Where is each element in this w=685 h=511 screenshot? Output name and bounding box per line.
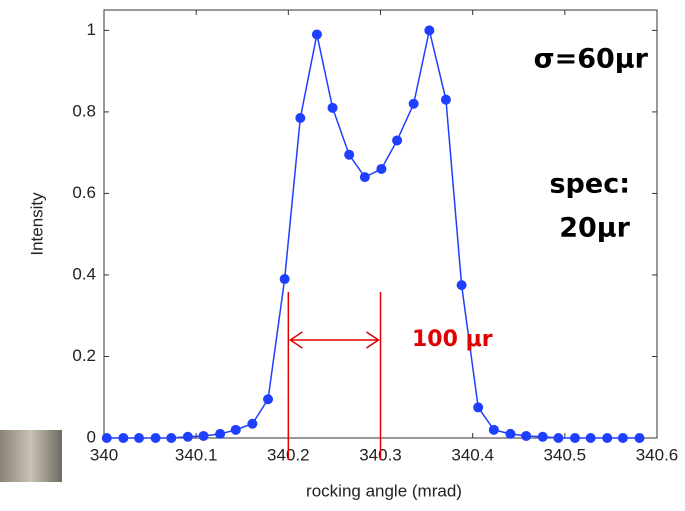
- x-tick-label: 340: [90, 445, 118, 464]
- data-point: [602, 433, 613, 443]
- x-tick-label: 340.1: [175, 445, 218, 464]
- y-tick-label: 0.8: [72, 101, 96, 120]
- data-point: [311, 29, 322, 40]
- arrow-head: [366, 331, 380, 349]
- data-point: [230, 424, 241, 435]
- data-point: [473, 402, 484, 413]
- span-label: 100 μr: [412, 327, 493, 352]
- y-tick-label: 0.2: [72, 346, 96, 365]
- arrow-head: [288, 331, 303, 349]
- data-point: [295, 113, 306, 124]
- x-tick-label: 340.4: [451, 445, 494, 464]
- data-point: [617, 433, 628, 443]
- data-point: [101, 433, 112, 443]
- data-point: [198, 430, 209, 441]
- x-tick-label: 340.6: [636, 445, 679, 464]
- data-point: [424, 25, 435, 36]
- data-point: [634, 433, 645, 443]
- data-point: [456, 280, 467, 291]
- data-point: [150, 433, 161, 443]
- data-point: [182, 431, 193, 442]
- data-point: [585, 433, 596, 443]
- data-point: [215, 428, 226, 439]
- x-axis-label: rocking angle (mrad): [306, 481, 462, 500]
- data-point: [408, 98, 419, 109]
- data-point: [376, 163, 387, 174]
- data-point: [537, 431, 548, 442]
- y-axis-label: Intensity: [27, 192, 46, 256]
- annotation: σ=60μr: [534, 44, 649, 75]
- y-tick-label: 1: [87, 20, 96, 39]
- annotation: 20μr: [559, 213, 630, 244]
- data-point: [166, 433, 177, 443]
- data-point: [488, 424, 499, 435]
- y-tick-label: 0.4: [72, 264, 96, 283]
- data-point: [553, 433, 564, 443]
- y-tick-label: 0.6: [72, 183, 96, 202]
- x-tick-label: 340.5: [544, 445, 587, 464]
- data-point: [134, 433, 145, 443]
- data-point: [263, 394, 274, 405]
- data-point: [279, 274, 290, 285]
- data-point: [359, 172, 370, 183]
- data-point: [505, 428, 516, 439]
- data-point: [344, 149, 355, 160]
- annotation: spec:: [549, 169, 630, 200]
- data-point: [569, 433, 580, 443]
- y-tick-label: 0: [87, 427, 96, 446]
- data-point: [118, 433, 129, 443]
- data-point: [521, 430, 532, 441]
- data-line: [106, 30, 640, 439]
- data-point: [392, 135, 403, 146]
- data-point: [247, 418, 258, 429]
- photo-fragment: [0, 430, 62, 482]
- data-point: [327, 102, 338, 113]
- data-point: [440, 94, 451, 105]
